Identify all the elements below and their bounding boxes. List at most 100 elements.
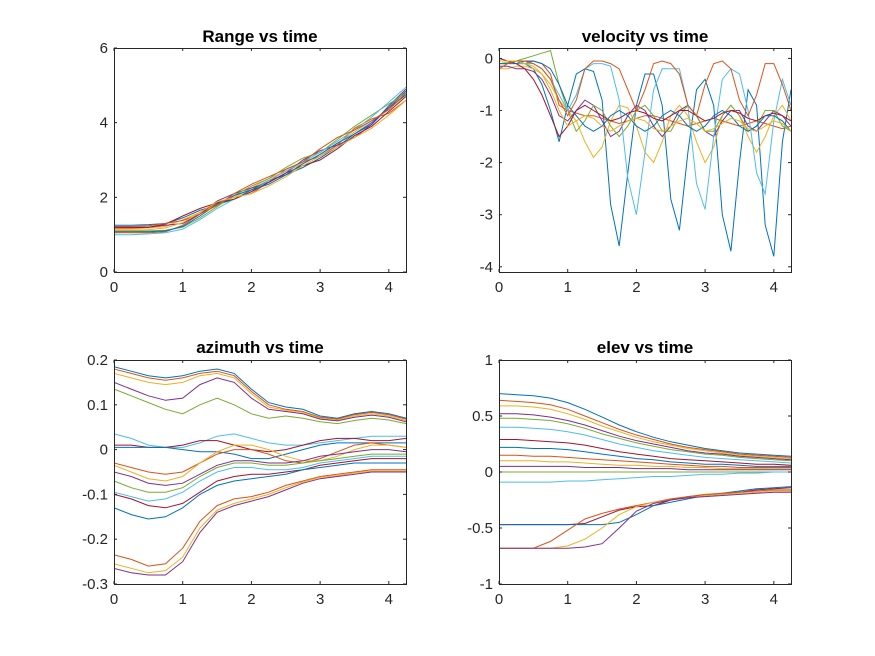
- y-tick-label: -0.5: [467, 520, 493, 537]
- x-tick-label: 2: [632, 591, 640, 608]
- x-tick-label: 3: [316, 279, 324, 296]
- series-line: [114, 366, 406, 419]
- series-line: [499, 446, 791, 467]
- series-line: [114, 442, 406, 460]
- series-line: [499, 413, 791, 461]
- axes-azimuth-vs-time: azimuth vs time 0 1 2 3 4 -0.3 -0.2 -0.1 0 0.1 0.2: [82, 338, 407, 608]
- series-line: [499, 486, 791, 526]
- axes-box: [114, 360, 407, 585]
- series-line: [114, 99, 406, 234]
- series-line: [114, 94, 406, 233]
- x-tick-label: 2: [247, 591, 255, 608]
- series-line: [114, 444, 406, 482]
- series-line: [499, 491, 791, 549]
- x-tick-label: 1: [564, 279, 572, 296]
- series-line: [499, 65, 791, 138]
- series-line: [499, 454, 791, 468]
- series-line: [499, 60, 791, 132]
- x-tick-label: 1: [179, 279, 187, 296]
- series-line: [499, 393, 791, 457]
- series-line: [114, 368, 406, 420]
- x-tick-label: 0: [110, 279, 118, 296]
- y-tick-label: -1: [480, 103, 493, 120]
- series-line: [499, 465, 791, 471]
- series-line: [114, 372, 406, 421]
- series-line: [114, 470, 406, 574]
- plot-area: [114, 48, 406, 272]
- y-tick-label: -2: [480, 155, 493, 172]
- y-tick-label: 0.1: [87, 397, 108, 414]
- y-tick-label: 1: [485, 352, 493, 369]
- y-tick-label: 0: [485, 464, 493, 481]
- series-line: [114, 442, 406, 475]
- series-line: [114, 88, 406, 228]
- y-tick-label: -0.2: [82, 531, 108, 548]
- y-tick-label: 0.2: [87, 352, 108, 369]
- axes-box: [114, 48, 407, 273]
- series-line: [499, 49, 791, 138]
- y-tick-label: -1: [480, 576, 493, 593]
- series-line: [114, 99, 406, 231]
- series-line: [499, 460, 791, 470]
- y-tick-label: -3: [480, 207, 493, 224]
- series-line: [499, 60, 791, 130]
- series-line: [499, 405, 791, 460]
- series-group: [114, 86, 406, 236]
- series-line: [499, 60, 791, 257]
- y-tick-label: 6: [100, 40, 108, 57]
- y-tick-label: 0: [100, 264, 108, 281]
- series-line: [114, 388, 406, 425]
- x-tick-label: 4: [385, 591, 393, 608]
- series-line: [499, 57, 791, 138]
- series-line: [114, 455, 406, 502]
- axes-velocity-vs-time: velocity vs time 0 1 2 3 4 -4 -3 -2 -1 0: [480, 27, 792, 296]
- series-line: [114, 92, 406, 227]
- series-line: [114, 453, 406, 493]
- series-line: [499, 471, 791, 483]
- series-line: [499, 60, 791, 117]
- y-tick-label: -4: [480, 259, 493, 276]
- series-line: [114, 94, 406, 230]
- x-tick-label: 2: [632, 279, 640, 296]
- y-tick-label: 0.5: [472, 408, 493, 425]
- axes-box: [499, 48, 792, 273]
- y-tick-label: -0.1: [82, 486, 108, 503]
- axes-title: elev vs time: [597, 338, 693, 357]
- axes-range-vs-time: Range vs time 0 1 2 3 4 0 2 4 6: [100, 27, 407, 296]
- x-tick-label: 0: [495, 591, 503, 608]
- y-tick-label: 0: [100, 442, 108, 459]
- series-line: [114, 92, 406, 232]
- axes-elev-vs-time: elev vs time 0 1 2 3 4 -1 -0.5 0 0.5 1: [467, 338, 792, 608]
- y-tick-label: 4: [100, 115, 108, 132]
- x-tick-label: 3: [701, 591, 709, 608]
- x-tick-label: 1: [179, 591, 187, 608]
- series-group: [499, 49, 791, 257]
- series-line: [499, 399, 791, 458]
- series-line: [114, 86, 406, 236]
- series-line: [499, 60, 791, 132]
- x-tick-label: 4: [385, 279, 393, 296]
- series-line: [114, 471, 406, 576]
- x-tick-label: 0: [110, 591, 118, 608]
- series-line: [499, 489, 791, 549]
- series-line: [114, 377, 406, 423]
- x-tick-label: 2: [247, 279, 255, 296]
- series-group: [499, 393, 791, 549]
- series-group: [114, 366, 406, 576]
- y-tick-label: 0: [485, 50, 493, 67]
- series-line: [114, 449, 406, 486]
- x-tick-label: 3: [701, 279, 709, 296]
- series-line: [499, 417, 791, 462]
- x-tick-label: 1: [564, 591, 572, 608]
- series-line: [114, 458, 406, 509]
- axes-title: velocity vs time: [582, 27, 709, 46]
- series-line: [114, 469, 406, 567]
- y-tick-label: 2: [100, 189, 108, 206]
- x-tick-label: 0: [495, 279, 503, 296]
- axes-title: Range vs time: [202, 27, 317, 46]
- y-tick-label: -0.3: [82, 576, 108, 593]
- x-tick-label: 4: [770, 591, 778, 608]
- series-line: [114, 462, 406, 520]
- series-line: [499, 439, 791, 466]
